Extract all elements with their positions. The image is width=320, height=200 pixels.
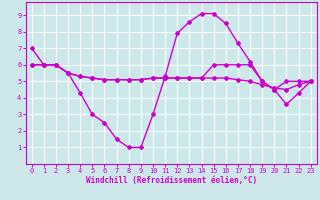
- X-axis label: Windchill (Refroidissement éolien,°C): Windchill (Refroidissement éolien,°C): [86, 176, 257, 185]
